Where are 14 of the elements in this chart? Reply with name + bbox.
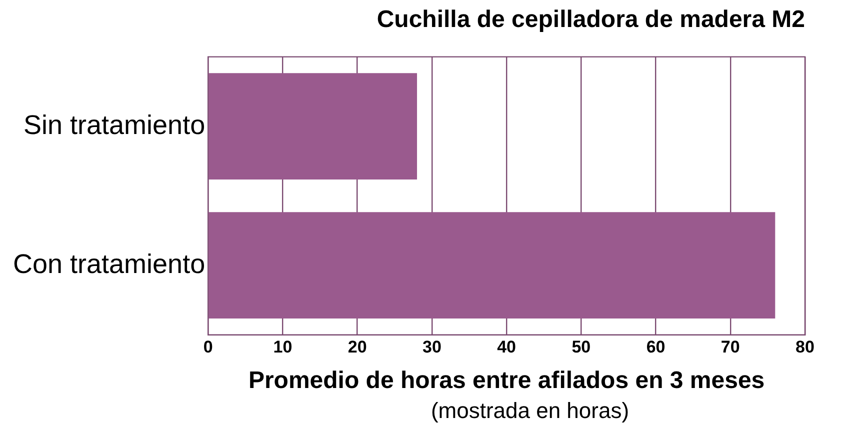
x-tick-label: 50 xyxy=(572,338,591,357)
x-tick-label: 80 xyxy=(796,338,814,357)
x-tick-label: 10 xyxy=(273,338,292,357)
x-tick-label: 40 xyxy=(497,338,516,357)
y-tick-label: Sin tratamiento xyxy=(24,110,206,140)
chart-title: Cuchilla de cepilladora de madera M2 xyxy=(376,6,805,34)
x-tick-label: 60 xyxy=(646,338,666,357)
x-tick-label: 30 xyxy=(422,338,442,357)
x-axis-title: Promedio de horas entre afilados en 3 meses xyxy=(248,367,765,394)
x-tick-label: 20 xyxy=(348,338,367,357)
text: (mostrada en horas) xyxy=(430,398,630,424)
y-tick-label: Con tratamiento xyxy=(12,248,206,279)
x-tick-label: 0 xyxy=(203,338,213,357)
x-tick-label: 70 xyxy=(720,338,740,357)
